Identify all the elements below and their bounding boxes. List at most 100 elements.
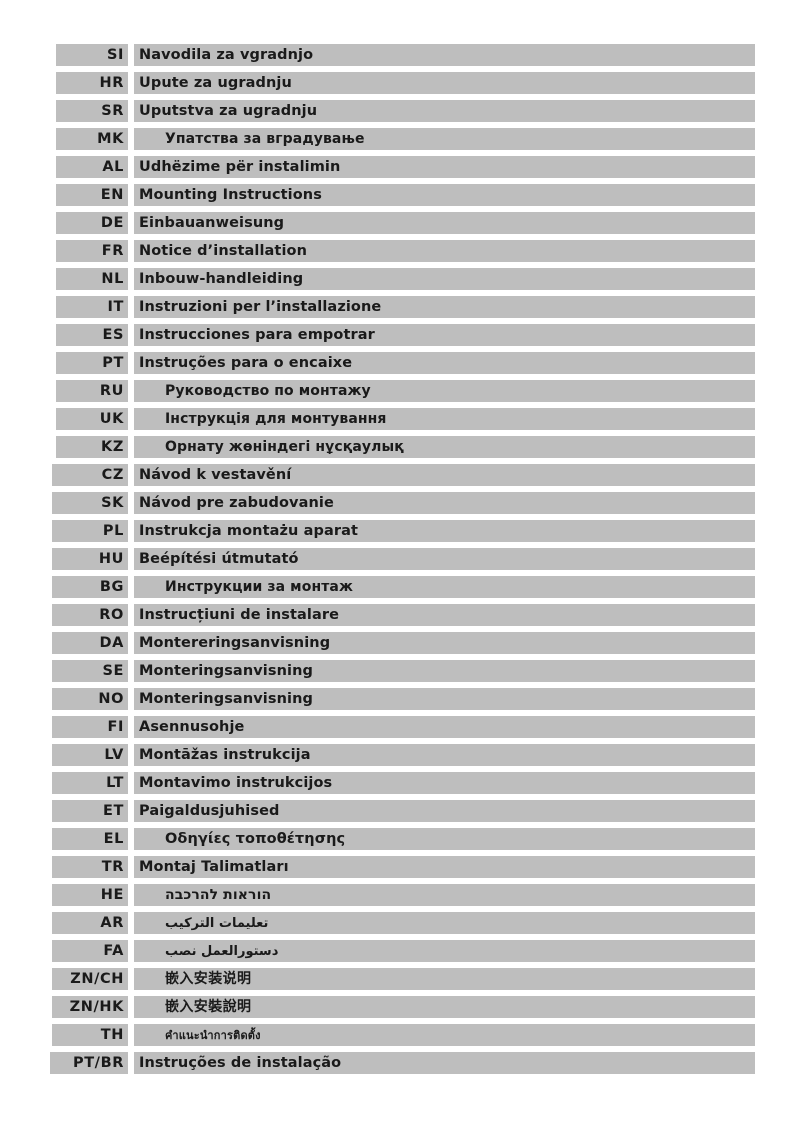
instruction-title-block: 嵌入安装说明 — [134, 968, 755, 990]
instruction-title-label: Instruções para o encaixe — [139, 354, 353, 371]
instruction-title-label: Οδηγίες τοποθέτησης — [165, 830, 346, 847]
language-code-label: TH — [100, 1026, 124, 1043]
language-code-label: AR — [100, 914, 124, 931]
instruction-title-block: Einbauanweisung — [134, 212, 755, 234]
language-code-label: SK — [101, 494, 124, 511]
language-row: SK Návod pre zabudovanie — [0, 492, 802, 514]
instruction-title-label: Montāžas instrukcija — [139, 746, 311, 763]
language-code-label: MK — [97, 130, 124, 147]
instruction-title-label: Upute za ugradnju — [139, 74, 292, 91]
language-code-label: HE — [100, 886, 124, 903]
language-code-block: FI — [52, 716, 128, 738]
language-code-block: PT — [56, 352, 128, 374]
instruction-title-block: Navodila za vgradnjo — [134, 44, 755, 66]
instruction-title-label: Montaj Talimatları — [139, 858, 289, 875]
language-row: FA دستورالعمل نصب — [0, 940, 802, 962]
language-code-block: NL — [56, 268, 128, 290]
language-row: RO Instrucțiuni de instalare — [0, 604, 802, 626]
language-code-label: UK — [99, 410, 124, 427]
language-code-label: FA — [103, 942, 124, 959]
language-code-label: CZ — [101, 466, 124, 483]
instruction-title-label: 嵌入安裝說明 — [165, 999, 252, 1015]
language-code-block: HE — [52, 884, 128, 906]
instruction-title-block: Instrukcja montażu aparat — [134, 520, 755, 542]
language-row: MK Упатства за вградување — [0, 128, 802, 150]
language-code-block: RU — [56, 380, 128, 402]
instruction-title-block: Орнату жөніндегі нұсқаулық — [134, 436, 755, 458]
language-code-label: PT/BR — [72, 1054, 124, 1071]
language-code-block: SE — [52, 660, 128, 682]
language-code-block: FA — [52, 940, 128, 962]
language-row: IT Instruzioni per l’installazione — [0, 296, 802, 318]
language-code-label: IT — [107, 298, 124, 315]
language-code-block: FR — [56, 240, 128, 262]
language-code-label: EL — [103, 830, 124, 847]
language-code-block: ET — [52, 800, 128, 822]
language-row: ES Instrucciones para empotrar — [0, 324, 802, 346]
language-code-label: SR — [101, 102, 124, 119]
instruction-title-block: Упатства за вградување — [134, 128, 755, 150]
instruction-title-label: Montereringsanvisning — [139, 634, 331, 651]
language-row: PT/BR Instruções de instalação — [0, 1052, 802, 1074]
language-code-block: AR — [52, 912, 128, 934]
instruction-title-block: Udhëzime për instalimin — [134, 156, 755, 178]
language-code-block: AL — [56, 156, 128, 178]
instruction-title-block: Instrucțiuni de instalare — [134, 604, 755, 626]
instruction-title-label: Mounting Instructions — [139, 186, 322, 203]
language-code-label: KZ — [101, 438, 124, 455]
instruction-title-label: Notice d’installation — [139, 242, 308, 259]
language-row: HU Beépítési útmutató — [0, 548, 802, 570]
language-row: EN Mounting Instructions — [0, 184, 802, 206]
instruction-title-label: Montavimo instrukcijos — [139, 774, 333, 791]
instruction-title-block: Οδηγίες τοποθέτησης — [134, 828, 755, 850]
instruction-title-label: Navodila za vgradnjo — [139, 46, 314, 63]
language-row: SI Navodila za vgradnjo — [0, 44, 802, 66]
language-code-block: DA — [52, 632, 128, 654]
language-row: AR تعليمات التركيب — [0, 912, 802, 934]
instruction-title-block: Návod pre zabudovanie — [134, 492, 755, 514]
language-code-block: ZN/CH — [52, 968, 128, 990]
language-code-label: TR — [101, 858, 124, 875]
instruction-title-block: Montereringsanvisning — [134, 632, 755, 654]
language-row: CZ Návod k vestavění — [0, 464, 802, 486]
language-code-label: EN — [100, 186, 124, 203]
language-code-block: TH — [52, 1024, 128, 1046]
language-code-label: PT — [102, 354, 124, 371]
instruction-title-label: Monteringsanvisning — [139, 690, 313, 707]
language-row: FI Asennusohje — [0, 716, 802, 738]
language-code-block: PL — [52, 520, 128, 542]
language-row: HE הוראות להרכבה — [0, 884, 802, 906]
instruction-title-label: Udhëzime për instalimin — [139, 158, 341, 175]
language-row: DE Einbauanweisung — [0, 212, 802, 234]
language-code-label: HU — [98, 550, 124, 567]
instruction-title-label: Asennusohje — [139, 718, 245, 735]
language-row: ZN/HK 嵌入安裝說明 — [0, 996, 802, 1018]
language-code-label: RU — [99, 382, 124, 399]
language-row: PT Instruções para o encaixe — [0, 352, 802, 374]
language-code-label: SI — [106, 46, 124, 63]
language-row: HR Upute za ugradnju — [0, 72, 802, 94]
language-code-block: UK — [56, 408, 128, 430]
instruction-title-label: Инструкции за монтаж — [165, 579, 354, 595]
instruction-title-block: Інструкція для монтування — [134, 408, 755, 430]
language-row: PL Instrukcja montażu aparat — [0, 520, 802, 542]
instruction-title-label: Instrucțiuni de instalare — [139, 606, 340, 623]
language-code-label: NL — [101, 270, 124, 287]
language-code-label: FI — [107, 718, 124, 735]
language-row: LV Montāžas instrukcija — [0, 744, 802, 766]
instruction-title-block: Monteringsanvisning — [134, 688, 755, 710]
instruction-title-block: Inbouw-handleiding — [134, 268, 755, 290]
instruction-title-label: Inbouw-handleiding — [139, 270, 304, 287]
instruction-title-label: Instruzioni per l’installazione — [139, 298, 382, 315]
language-row: NO Monteringsanvisning — [0, 688, 802, 710]
language-list: SI Navodila za vgradnjo HR Upute za ugradnj… — [0, 44, 802, 1080]
instruction-title-block: Montāžas instrukcija — [134, 744, 755, 766]
language-row: AL Udhëzime për instalimin — [0, 156, 802, 178]
language-row: TR Montaj Talimatları — [0, 856, 802, 878]
instruction-title-label: Орнату жөніндегі нұсқаулық — [165, 439, 404, 455]
instruction-title-label: คำแนะนำการติดตั้ง — [165, 1028, 261, 1042]
language-row: LT Montavimo instrukcijos — [0, 772, 802, 794]
language-code-block: LV — [52, 744, 128, 766]
language-row: DA Montereringsanvisning — [0, 632, 802, 654]
language-code-block: CZ — [52, 464, 128, 486]
